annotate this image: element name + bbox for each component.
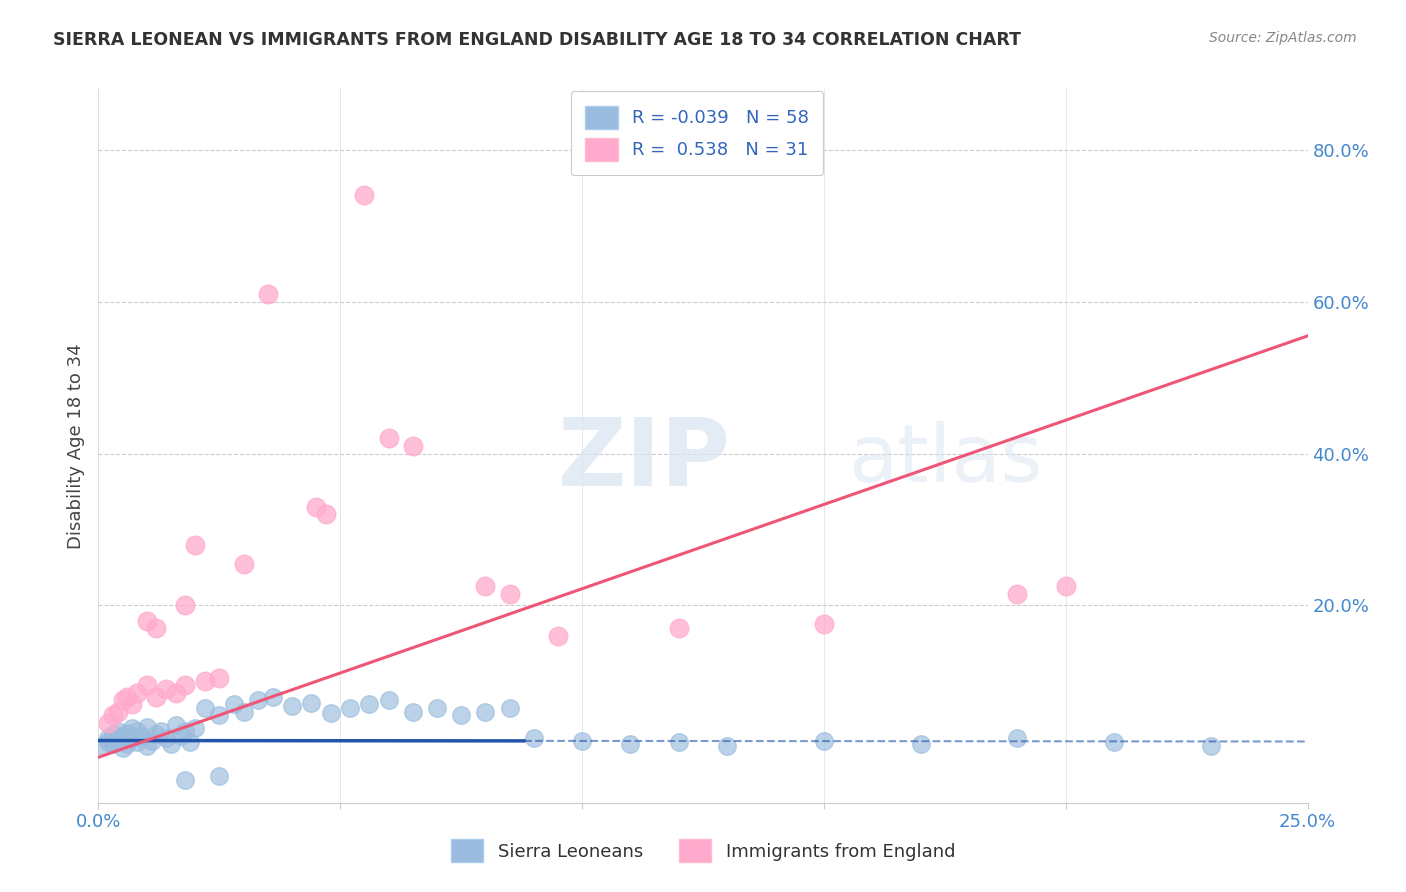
Point	[716, 739, 738, 753]
Point	[184, 538, 207, 552]
Point	[107, 723, 129, 738]
Point	[232, 557, 254, 571]
Point	[155, 681, 177, 696]
Point	[1007, 731, 1029, 746]
Text: ZIP: ZIP	[558, 414, 731, 507]
Point	[145, 621, 167, 635]
Point	[107, 733, 129, 747]
Point	[813, 733, 835, 747]
Point	[523, 731, 546, 746]
Point	[339, 701, 361, 715]
Point	[169, 729, 191, 743]
Point	[135, 614, 157, 628]
Point	[127, 735, 149, 749]
Point	[127, 723, 149, 738]
Point	[194, 701, 217, 715]
Point	[121, 722, 143, 736]
Point	[232, 705, 254, 719]
Point	[208, 671, 231, 685]
Point	[668, 735, 690, 749]
Point	[117, 690, 139, 704]
Point	[208, 769, 231, 783]
Point	[179, 735, 201, 749]
Point	[247, 693, 270, 707]
Point	[353, 188, 375, 202]
Point	[165, 686, 187, 700]
Point	[281, 698, 304, 713]
Point	[117, 726, 139, 740]
Point	[208, 708, 231, 723]
Point	[315, 508, 337, 522]
Point	[174, 772, 197, 787]
Point	[474, 705, 496, 719]
Point	[174, 599, 197, 613]
Point	[135, 720, 157, 734]
Point	[117, 737, 139, 751]
Point	[121, 697, 143, 711]
Point	[813, 617, 835, 632]
Point	[111, 693, 134, 707]
Point	[547, 629, 569, 643]
Point	[402, 705, 425, 719]
Point	[111, 741, 134, 756]
Point	[111, 729, 134, 743]
Point	[571, 733, 593, 747]
Legend: Sierra Leoneans, Immigrants from England: Sierra Leoneans, Immigrants from England	[443, 832, 963, 870]
Point	[319, 706, 342, 721]
Point	[668, 621, 690, 635]
Point	[135, 678, 157, 692]
Point	[498, 587, 520, 601]
Point	[498, 701, 520, 715]
Point	[619, 737, 641, 751]
Point	[377, 431, 399, 445]
Point	[135, 739, 157, 753]
Point	[474, 579, 496, 593]
Point	[101, 737, 124, 751]
Point	[426, 701, 449, 715]
Point	[97, 731, 120, 746]
Point	[155, 731, 177, 746]
Point	[184, 722, 207, 736]
Point	[174, 723, 197, 738]
Point	[222, 697, 245, 711]
Point	[359, 697, 381, 711]
Legend: R = -0.039   N = 58, R =  0.538   N = 31: R = -0.039 N = 58, R = 0.538 N = 31	[571, 91, 824, 176]
Point	[107, 705, 129, 719]
Text: Source: ZipAtlas.com: Source: ZipAtlas.com	[1209, 31, 1357, 45]
Text: SIERRA LEONEAN VS IMMIGRANTS FROM ENGLAND DISABILITY AGE 18 TO 34 CORRELATION CH: SIERRA LEONEAN VS IMMIGRANTS FROM ENGLAN…	[53, 31, 1021, 49]
Y-axis label: Disability Age 18 to 34: Disability Age 18 to 34	[66, 343, 84, 549]
Point	[299, 696, 322, 710]
Text: atlas: atlas	[848, 421, 1042, 500]
Point	[127, 686, 149, 700]
Point	[91, 739, 114, 753]
Point	[150, 723, 173, 738]
Point	[450, 708, 472, 723]
Point	[174, 678, 197, 692]
Point	[165, 718, 187, 732]
Point	[145, 727, 167, 741]
Point	[1102, 735, 1125, 749]
Point	[97, 716, 120, 731]
Point	[1007, 587, 1029, 601]
Point	[402, 439, 425, 453]
Point	[131, 729, 153, 743]
Point	[256, 287, 278, 301]
Point	[145, 690, 167, 704]
Point	[305, 500, 328, 514]
Point	[1199, 739, 1222, 753]
Point	[377, 693, 399, 707]
Point	[101, 727, 124, 741]
Point	[97, 735, 120, 749]
Point	[101, 708, 124, 723]
Point	[141, 733, 163, 747]
Point	[1054, 579, 1077, 593]
Point	[121, 731, 143, 746]
Point	[262, 690, 284, 704]
Point	[160, 737, 183, 751]
Point	[194, 674, 217, 689]
Point	[910, 737, 932, 751]
